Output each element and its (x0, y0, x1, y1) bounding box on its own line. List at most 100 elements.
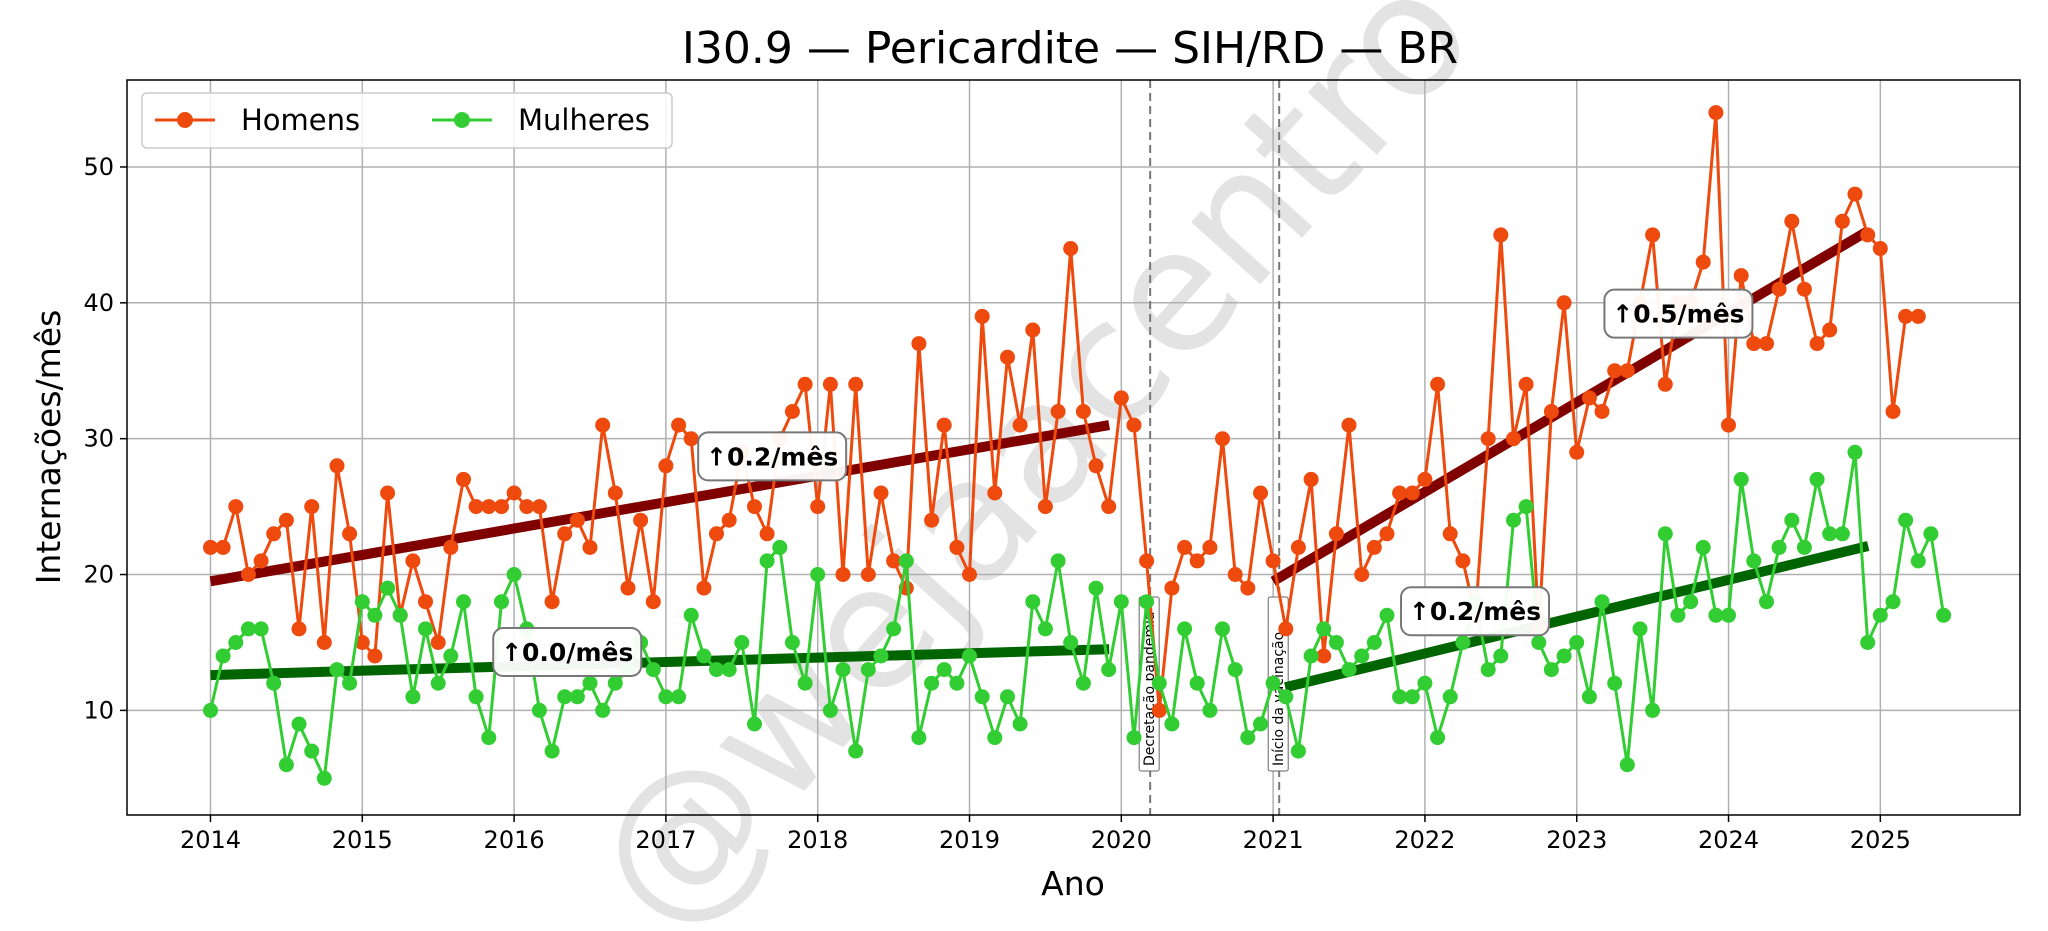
data-point (974, 308, 990, 324)
data-point (481, 499, 497, 515)
data-point (443, 648, 459, 664)
data-point (1834, 213, 1850, 229)
data-point (658, 689, 674, 705)
data-point (1366, 539, 1382, 555)
data-point (1569, 635, 1585, 650)
data-point (784, 635, 800, 650)
x-tick-label: 2017 (635, 826, 696, 854)
data-point (1872, 607, 1888, 623)
data-point (1101, 499, 1117, 515)
data-point (1796, 281, 1812, 297)
data-point (342, 526, 358, 542)
data-point (1139, 553, 1155, 569)
data-point (1000, 689, 1015, 705)
data-point (709, 662, 724, 678)
data-point (1050, 404, 1066, 419)
data-point (1126, 417, 1142, 433)
data-point (544, 594, 560, 610)
data-point (1493, 227, 1509, 243)
data-point (974, 689, 990, 705)
data-point (367, 607, 383, 623)
data-point (1594, 594, 1610, 610)
x-tick-label: 2015 (332, 826, 393, 854)
data-point (607, 485, 623, 501)
data-point (645, 662, 661, 678)
chart-title: I30.9 — Pericardite — SIH/RD — BR (682, 23, 1458, 74)
data-point (1784, 213, 1800, 229)
data-point (1253, 716, 1268, 732)
trend-line (1270, 226, 1871, 586)
data-point (1632, 621, 1648, 637)
data-point (1809, 336, 1825, 352)
legend-entry-mulheres: Mulheres (432, 103, 650, 137)
data-point (848, 743, 864, 759)
data-point (1430, 376, 1446, 392)
data-point (1189, 553, 1205, 569)
x-tick-label: 2018 (787, 826, 848, 854)
data-point (1733, 471, 1749, 487)
data-point (911, 730, 927, 746)
data-point (1708, 607, 1724, 623)
trend-annotation: ↑0.0/mês (492, 626, 643, 677)
data-point (1354, 567, 1370, 582)
legend-label-homens: Homens (241, 103, 360, 137)
data-point (1278, 689, 1294, 705)
data-point (354, 635, 370, 650)
data-point (1290, 743, 1306, 759)
data-point (949, 675, 965, 691)
data-point (1556, 295, 1572, 311)
data-point (380, 485, 396, 501)
data-point (405, 689, 421, 705)
trend-annotation-box (697, 431, 848, 482)
data-point (848, 376, 864, 392)
data-point (1341, 417, 1357, 433)
watermark: @wejaacentro (553, 0, 1511, 931)
data-point (1834, 526, 1850, 542)
data-point (1898, 512, 1914, 528)
data-point (1569, 444, 1585, 460)
trend-annotation-box (492, 626, 643, 677)
data-point (1885, 594, 1901, 610)
trend-line (1284, 541, 1870, 693)
data-point (1619, 757, 1635, 773)
data-point (1075, 675, 1091, 691)
axis-ticks: 2014 2015 2016 2017 2018 2019 2020 2021 2022 2023… (83, 153, 1910, 854)
data-point (1746, 553, 1762, 569)
data-point (898, 553, 914, 569)
data-point (835, 662, 851, 678)
data-point (215, 648, 231, 664)
data-point (936, 417, 952, 433)
data-point (1683, 594, 1699, 610)
data-point (620, 580, 636, 596)
data-point (519, 499, 535, 515)
x-tick-label: 2023 (1546, 826, 1607, 854)
data-point (1645, 227, 1661, 243)
data-point (1164, 716, 1180, 732)
data-point (1000, 349, 1015, 365)
data-point (1721, 417, 1736, 433)
data-point (633, 512, 649, 528)
data-point (240, 567, 256, 582)
data-point (1404, 485, 1420, 501)
data-point (569, 512, 585, 528)
trend-annotation-label: ↑0.5/mês (1612, 300, 1744, 329)
data-point (1265, 675, 1281, 691)
data-point (329, 458, 345, 474)
data-point (797, 376, 813, 392)
data-point (215, 539, 231, 555)
data-point (1379, 607, 1395, 623)
data-point (456, 594, 471, 610)
x-tick-label: 2025 (1850, 826, 1911, 854)
data-point (1721, 607, 1736, 623)
data-point (405, 553, 421, 569)
data-point (1506, 431, 1521, 447)
data-point (468, 689, 484, 705)
data-point (304, 743, 320, 759)
data-point (873, 648, 889, 664)
data-point (1607, 363, 1623, 379)
data-point (747, 716, 762, 732)
data-point (1164, 580, 1180, 596)
data-point (1037, 621, 1053, 637)
trend-annotation-box (1603, 288, 1754, 339)
data-point (531, 702, 547, 718)
